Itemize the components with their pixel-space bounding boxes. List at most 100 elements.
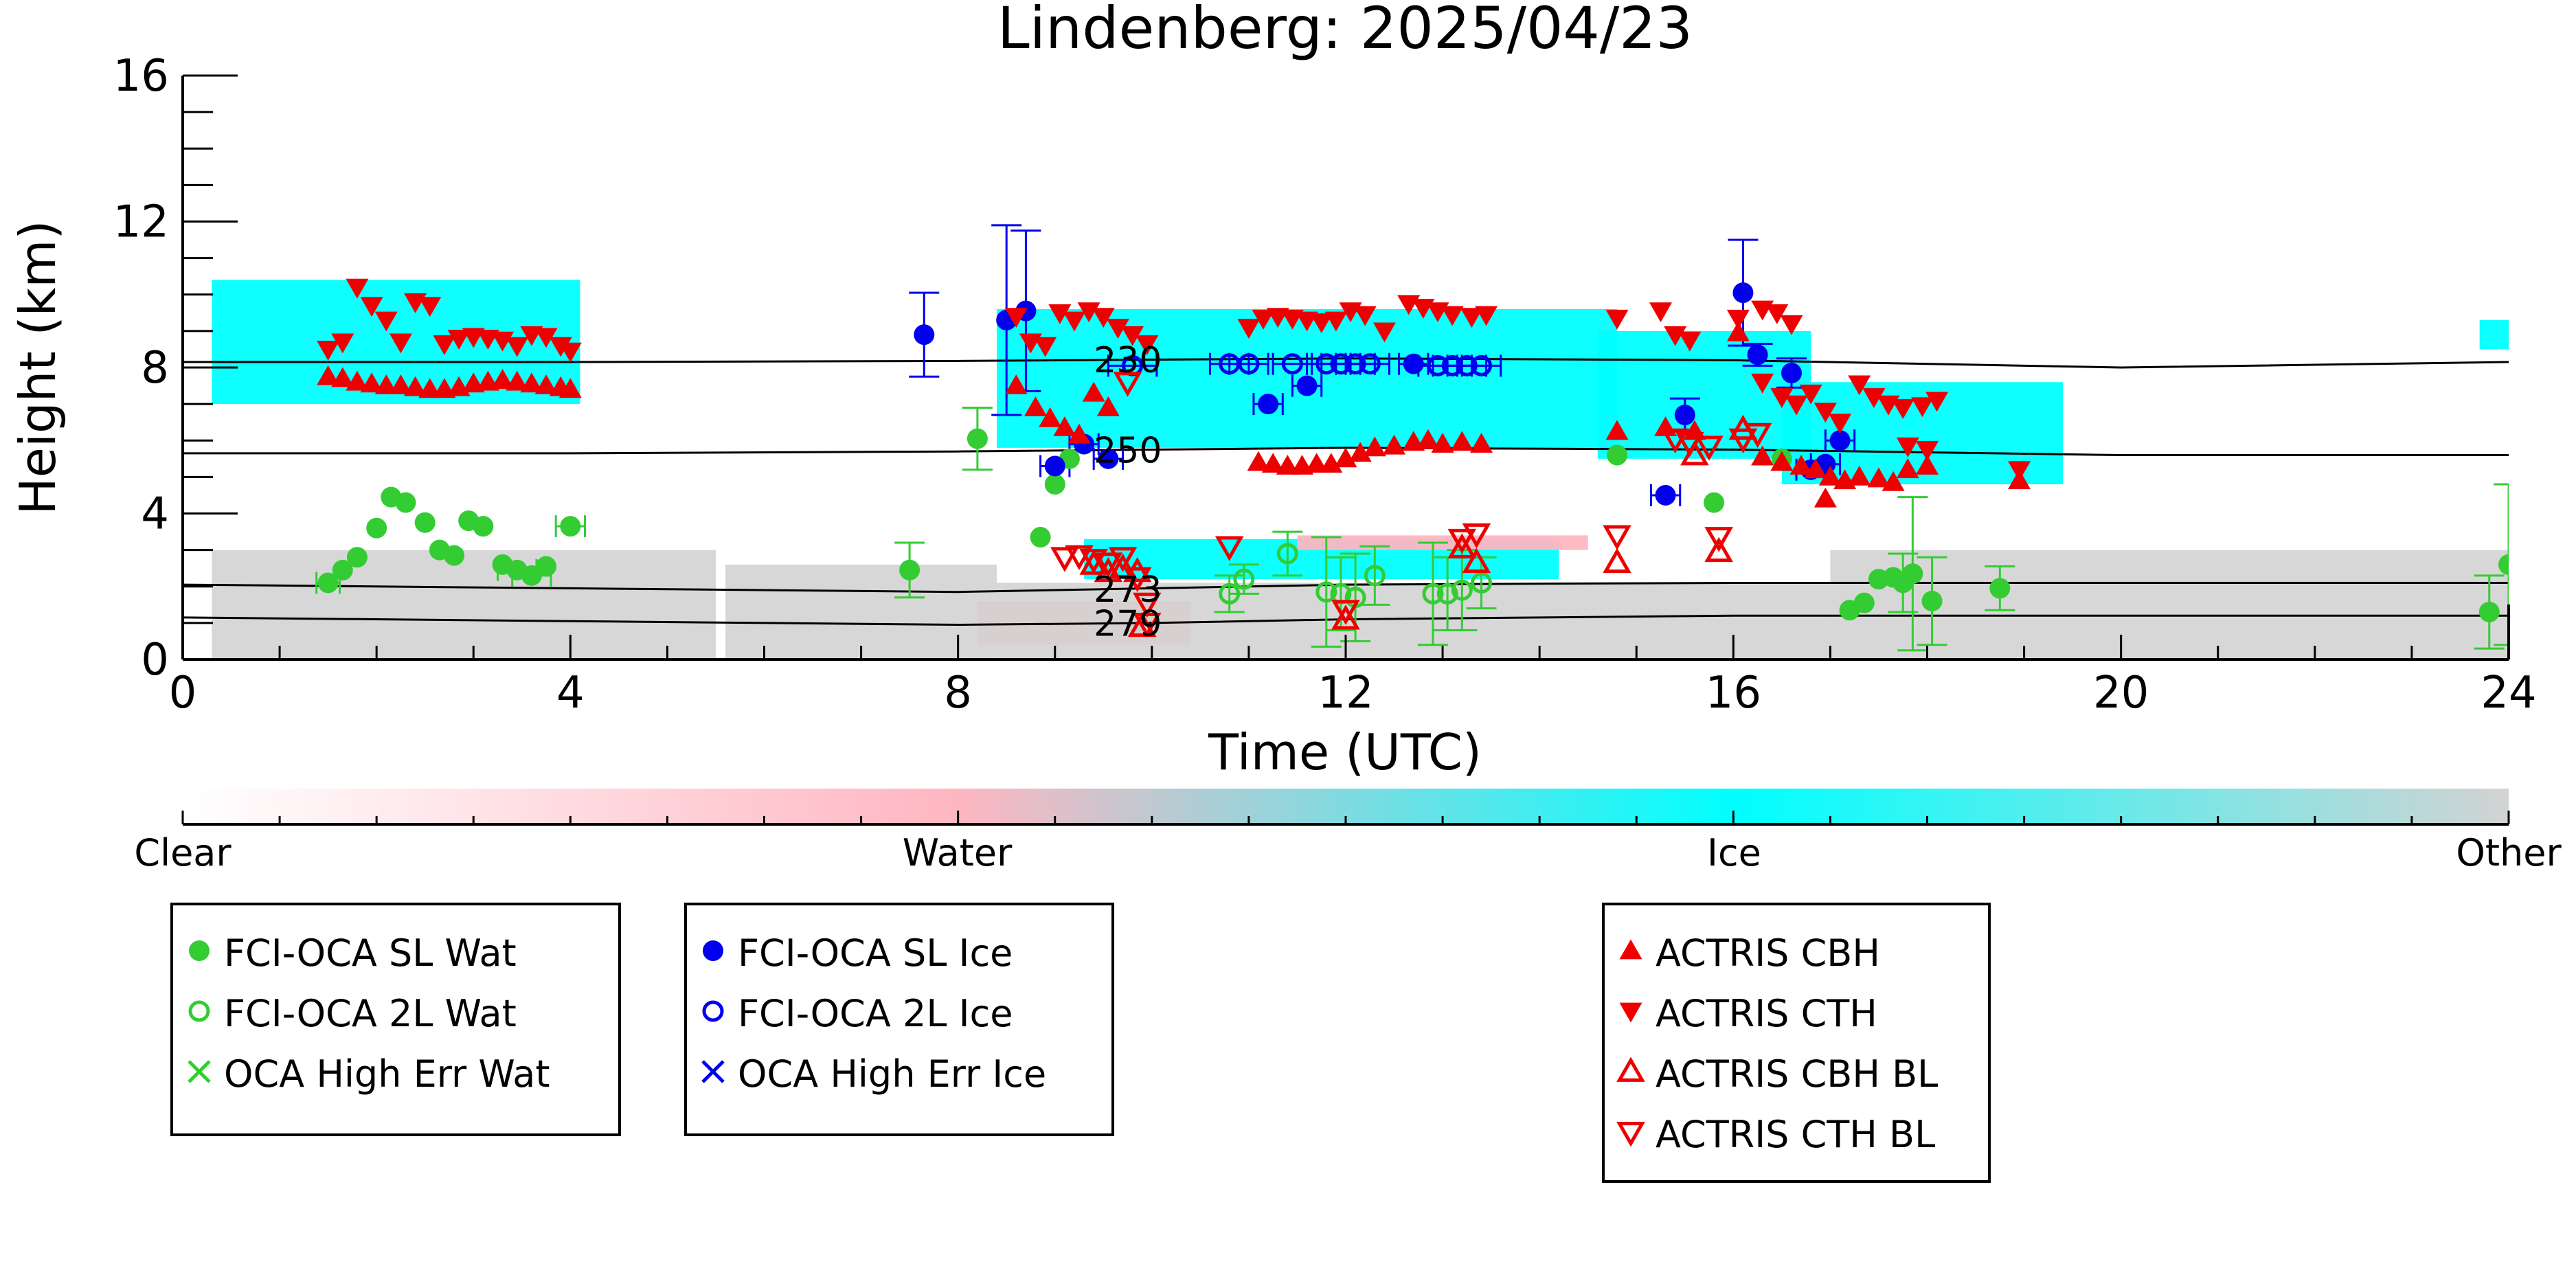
marker-fci-oca-sl-wat xyxy=(1704,492,1725,513)
marker-fci-oca-sl-wat xyxy=(1607,444,1628,466)
marker-actris-cbh xyxy=(1450,431,1473,451)
marker-actris-cth xyxy=(447,330,471,350)
marker-fci-oca-sl-wat xyxy=(1989,578,2011,599)
x-tick-label: 16 xyxy=(1706,668,1761,719)
marker-actris-cbh xyxy=(1363,436,1386,457)
marker-actris-cth xyxy=(1324,311,1348,332)
error-bar xyxy=(1311,536,1342,648)
marker-actris-cbh-bl xyxy=(1331,605,1360,630)
isotherm-label: 230 xyxy=(1094,340,1162,381)
marker-fci-oca-2l-wat xyxy=(1471,572,1493,594)
marker-actris-cth-bl xyxy=(1132,592,1162,618)
marker-fci-oca-2l-ice xyxy=(1471,354,1493,376)
marker-actris-cbh xyxy=(1276,454,1299,475)
marker-actris-cth-bl xyxy=(1675,432,1704,457)
chart-title: Lindenberg: 2025/04/23 xyxy=(997,0,1693,62)
marker-fci-oca-sl-wat xyxy=(1921,591,1943,611)
cloud-region-other xyxy=(1830,550,2509,659)
marker-actris-cbh xyxy=(360,372,383,393)
marker-fci-oca-sl-wat xyxy=(560,516,581,537)
marker-fci-oca-sl-ice xyxy=(1781,362,1802,383)
y-tick-label: 0 xyxy=(141,635,169,686)
marker-fci-oca-sl-wat xyxy=(2498,554,2509,575)
marker-fci-oca-sl-ice xyxy=(1747,344,1768,365)
marker-actris-cbh xyxy=(1024,396,1048,416)
colorbar-label: Clear xyxy=(134,831,231,874)
error-bar xyxy=(2494,483,2509,646)
marker-actris-cth xyxy=(331,333,354,354)
legend-boxes: FCI-OCA SL Wat FCI-OCA 2L Wat OCA High Err… xyxy=(170,903,1991,1183)
error-bar xyxy=(1417,541,1448,646)
marker-actris-cth xyxy=(1814,403,1837,423)
legend-marker xyxy=(1619,939,1642,960)
marker-actris-cbh xyxy=(1431,433,1454,453)
marker-fci-oca-2l-wat xyxy=(1422,583,1444,605)
isotherm-label: 273 xyxy=(1094,569,1162,611)
marker-fci-oca-2l-ice xyxy=(1441,354,1463,376)
marker-actris-cth xyxy=(1605,309,1629,330)
marker-fci-oca-sl-wat xyxy=(414,512,436,533)
cloud-region-other xyxy=(725,564,997,659)
marker-actris-cbh xyxy=(1814,487,1837,508)
marker-fci-oca-2l-ice xyxy=(1281,353,1303,375)
marker-actris-cbh xyxy=(404,376,427,396)
marker-actris-cth xyxy=(1121,326,1144,346)
legend-marker xyxy=(188,1000,210,1022)
legend-box xyxy=(1602,903,1991,1183)
x-tick-label: 0 xyxy=(169,668,197,719)
legend-label: FCI-OCA SL Ice xyxy=(738,931,1013,975)
legend-label: OCA High Err Ice xyxy=(738,1052,1046,1096)
marker-actris-cbh xyxy=(1082,381,1105,402)
marker-fci-oca-sl-ice xyxy=(1044,455,1065,477)
marker-actris-cbh xyxy=(374,374,398,394)
marker-actris-cbh xyxy=(1726,321,1750,341)
y-tick-label: 16 xyxy=(113,51,169,102)
marker-actris-cth xyxy=(1048,304,1072,324)
marker-actris-cth xyxy=(1004,308,1028,328)
marker-actris-cbh xyxy=(1804,458,1827,479)
marker-fci-oca-sl-wat xyxy=(1853,592,1875,613)
marker-actris-cth-bl xyxy=(1132,613,1162,638)
marker-actris-cbh xyxy=(1053,416,1076,437)
legend-label: ACTRIS CTH BL xyxy=(1656,1113,1935,1156)
x-axis-label: Time (UTC) xyxy=(1208,723,1482,781)
marker-fci-oca-sl-wat xyxy=(346,547,368,568)
marker-actris-cbh xyxy=(1383,434,1406,455)
marker-actris-cth xyxy=(1664,326,1687,346)
legend-marker xyxy=(1616,1122,1645,1147)
legend-marker xyxy=(702,1000,724,1022)
isotherm-label: 279 xyxy=(1094,604,1162,645)
marker-actris-cbh-bl xyxy=(1127,611,1157,637)
marker-actris-cth xyxy=(346,278,369,299)
marker-actris-cbh xyxy=(558,378,582,398)
x-tick-label: 12 xyxy=(1318,668,1373,719)
cloud-region-other xyxy=(212,550,716,659)
marker-actris-cth xyxy=(374,311,398,332)
marker-actris-cbh xyxy=(1261,453,1285,473)
marker-fci-oca-2l-ice xyxy=(1427,354,1449,376)
marker-actris-cbh xyxy=(1004,374,1028,394)
marker-actris-cth xyxy=(1092,308,1115,328)
marker-actris-cbh xyxy=(1818,465,1842,486)
legend-marker xyxy=(701,1060,725,1083)
marker-actris-cth xyxy=(1848,375,1871,396)
x-tick-label: 24 xyxy=(2481,668,2536,719)
marker-actris-cth-bl xyxy=(1704,527,1733,552)
marker-fci-oca-2l-wat xyxy=(1219,583,1241,605)
marker-fci-oca-2l-ice xyxy=(1238,353,1260,375)
marker-fci-oca-sl-ice xyxy=(1258,394,1279,415)
marker-actris-cth-bl xyxy=(1094,552,1123,578)
marker-actris-cth xyxy=(1780,315,1803,335)
marker-fci-oca-2l-wat xyxy=(1436,583,1458,605)
legend-label: FCI-OCA 2L Ice xyxy=(738,992,1013,1035)
marker-actris-cbh xyxy=(331,367,354,387)
marker-actris-cth xyxy=(1460,308,1483,328)
legend-label: ACTRIS CTH xyxy=(1656,992,1877,1035)
marker-actris-cth xyxy=(1310,313,1333,334)
colorbar-label: Ice xyxy=(1707,831,1761,874)
marker-fci-oca-sl-wat xyxy=(899,559,920,580)
marker-actris-cth-bl xyxy=(1743,422,1772,449)
marker-actris-cth-bl xyxy=(1462,523,1491,549)
marker-actris-cth xyxy=(1649,302,1673,323)
